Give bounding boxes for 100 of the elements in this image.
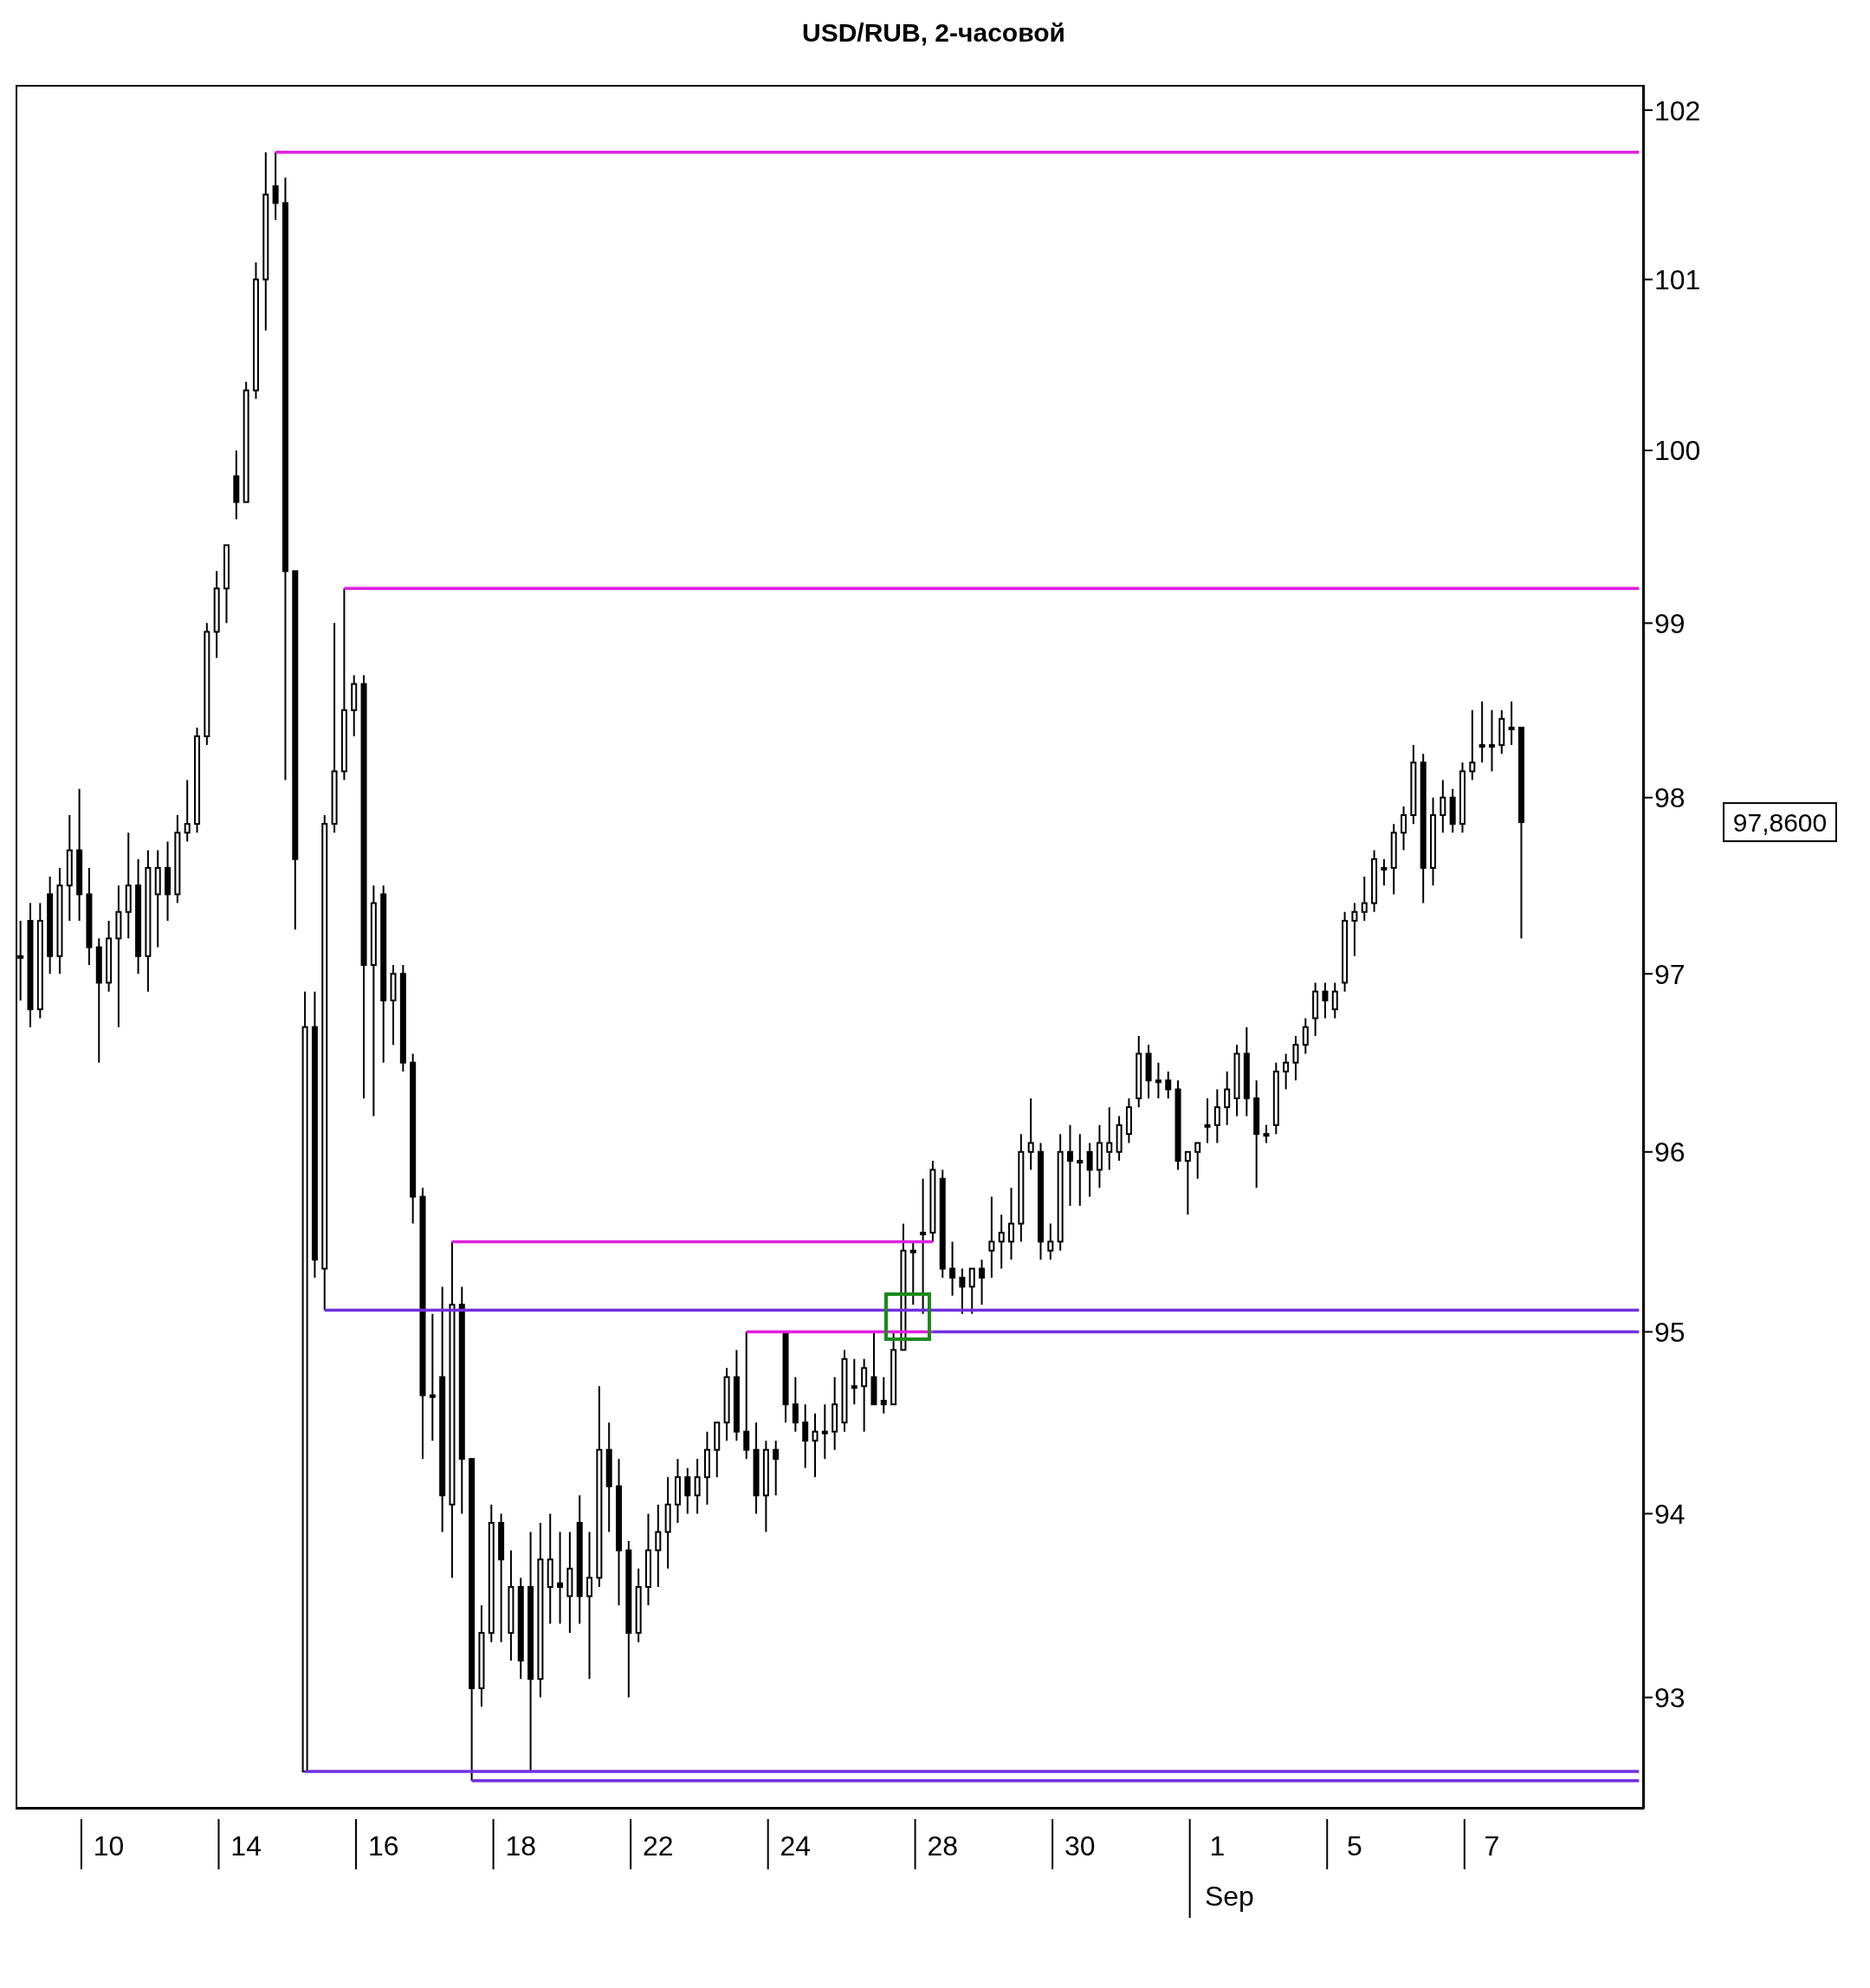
candlestick — [194, 726, 201, 834]
candlestick — [1057, 1133, 1064, 1252]
candlestick — [1106, 1106, 1113, 1171]
candlestick — [596, 1385, 603, 1589]
candlestick — [870, 1331, 877, 1406]
candlestick — [1322, 981, 1329, 1020]
candlestick — [968, 1267, 975, 1315]
candlestick — [301, 990, 308, 1773]
candlestick — [86, 866, 93, 966]
x-tick-label: 7 — [1484, 1830, 1500, 1862]
candlestick — [321, 814, 328, 1311]
candlestick — [1066, 1124, 1073, 1207]
candlestick — [66, 814, 73, 922]
candlestick — [390, 963, 397, 1046]
candlestick — [281, 177, 288, 781]
candlestick — [625, 1540, 632, 1699]
candlestick — [1174, 1079, 1181, 1171]
candlestick — [488, 1503, 495, 1643]
candlestick — [1038, 1142, 1044, 1261]
candlestick — [1194, 1142, 1201, 1180]
y-tick-label: 101 — [1654, 263, 1701, 295]
x-tick-label: 22 — [643, 1830, 674, 1862]
candlestick — [537, 1521, 544, 1699]
x-tick-label: 10 — [93, 1830, 125, 1862]
candlestick — [1302, 1017, 1309, 1055]
candlestick — [792, 1376, 799, 1433]
y-tick-label: 95 — [1654, 1316, 1686, 1348]
candlestick — [576, 1494, 583, 1625]
candlestick — [95, 937, 102, 1064]
candlestick — [880, 1376, 887, 1415]
candlestick — [1253, 1079, 1260, 1189]
candlestick — [1136, 1034, 1142, 1109]
candlestick — [165, 840, 171, 922]
candlestick — [360, 674, 367, 1099]
candlestick — [252, 261, 259, 400]
candlestick — [988, 1195, 995, 1279]
y-tick-label: 100 — [1654, 435, 1701, 467]
candlestick — [233, 449, 240, 521]
candlestick — [831, 1376, 838, 1451]
candlestick — [959, 1267, 966, 1315]
candlestick — [223, 544, 230, 625]
candlestick — [311, 990, 318, 1279]
candlestick — [498, 1512, 505, 1643]
candlestick — [605, 1421, 612, 1533]
candlestick — [1047, 1222, 1054, 1261]
candlestick — [1213, 1088, 1220, 1144]
candlestick — [243, 380, 249, 503]
candlestick — [380, 884, 387, 1064]
y-tick-label: 99 — [1654, 607, 1686, 639]
candlestick — [145, 849, 152, 993]
candlestick — [508, 1549, 514, 1661]
candlestick — [204, 622, 210, 747]
candlestick — [861, 1357, 868, 1433]
candlestick — [1018, 1133, 1025, 1243]
candlestick — [106, 919, 113, 993]
candlestick — [1008, 1187, 1015, 1261]
candlestick — [458, 1285, 465, 1515]
y-tick-label: 93 — [1654, 1681, 1686, 1713]
candlestick — [1165, 1071, 1172, 1099]
candlestick — [1312, 981, 1319, 1037]
candlestick — [1361, 876, 1368, 922]
candlestick — [723, 1367, 730, 1442]
y-tick-label: 94 — [1654, 1498, 1686, 1530]
candlestick — [262, 151, 269, 332]
candlestick — [27, 902, 34, 1028]
candlestick — [154, 849, 161, 949]
candlestick — [213, 570, 220, 659]
candlestick — [1440, 779, 1446, 834]
candlestick — [340, 587, 347, 781]
x-tick-label: 14 — [230, 1830, 262, 1862]
candlestick — [743, 1331, 750, 1460]
text: Sep — [1204, 1881, 1254, 1912]
candlestick — [1420, 753, 1427, 904]
y-tick-label: 97 — [1654, 958, 1686, 990]
candlestick — [557, 1531, 564, 1625]
candlestick — [802, 1403, 809, 1469]
candlestick — [674, 1458, 681, 1524]
y-tick-label: 96 — [1654, 1136, 1686, 1169]
candlestick — [115, 884, 122, 1028]
candlestick — [1351, 902, 1358, 957]
candlestick — [272, 151, 279, 221]
candlestick — [1469, 709, 1476, 781]
candlestick — [979, 1259, 986, 1306]
candlestick — [635, 1567, 642, 1643]
candlestick — [566, 1531, 573, 1635]
candlestick — [292, 570, 299, 931]
candlestick — [586, 1531, 593, 1680]
candlestick — [331, 622, 338, 834]
candlestick — [1116, 1115, 1123, 1162]
candlestick — [1096, 1124, 1103, 1189]
candlestick — [1027, 1097, 1034, 1171]
candlestick — [773, 1440, 780, 1497]
candlestick — [939, 1169, 946, 1279]
candlestick — [1086, 1142, 1093, 1198]
candlestick — [1331, 981, 1338, 1020]
candlestick — [694, 1458, 701, 1515]
candlestick — [890, 1331, 897, 1406]
candlestick — [439, 1285, 446, 1533]
x-tick-label: 24 — [780, 1830, 812, 1862]
candlestick — [1371, 849, 1378, 913]
